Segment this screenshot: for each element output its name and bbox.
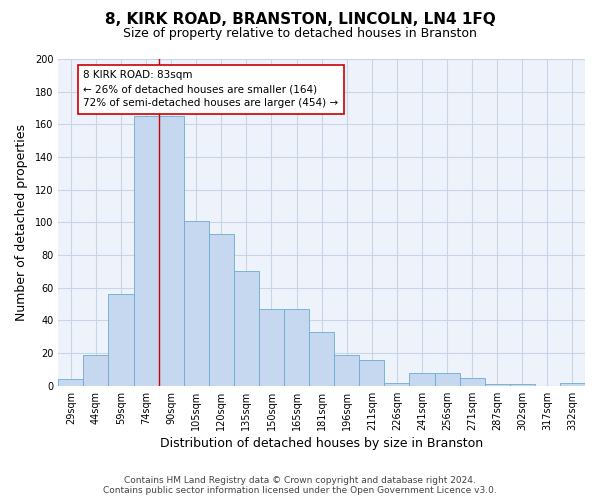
Bar: [309, 332, 334, 386]
Bar: [134, 116, 158, 386]
Text: Contains HM Land Registry data © Crown copyright and database right 2024.
Contai: Contains HM Land Registry data © Crown c…: [103, 476, 497, 495]
Bar: [510, 384, 535, 386]
Bar: [485, 384, 510, 386]
Bar: [284, 309, 309, 386]
Bar: [385, 382, 409, 386]
Bar: [359, 360, 385, 386]
Bar: [460, 378, 485, 386]
Bar: [109, 294, 134, 386]
Bar: [83, 355, 109, 386]
Bar: [409, 372, 434, 386]
Bar: [158, 116, 184, 386]
Bar: [334, 355, 359, 386]
Bar: [209, 234, 234, 386]
Bar: [58, 380, 83, 386]
Bar: [560, 382, 585, 386]
X-axis label: Distribution of detached houses by size in Branston: Distribution of detached houses by size …: [160, 437, 483, 450]
Text: 8 KIRK ROAD: 83sqm
← 26% of detached houses are smaller (164)
72% of semi-detach: 8 KIRK ROAD: 83sqm ← 26% of detached hou…: [83, 70, 338, 108]
Text: Size of property relative to detached houses in Branston: Size of property relative to detached ho…: [123, 28, 477, 40]
Bar: [184, 221, 209, 386]
Y-axis label: Number of detached properties: Number of detached properties: [15, 124, 28, 321]
Text: 8, KIRK ROAD, BRANSTON, LINCOLN, LN4 1FQ: 8, KIRK ROAD, BRANSTON, LINCOLN, LN4 1FQ: [104, 12, 496, 28]
Bar: [259, 309, 284, 386]
Bar: [234, 272, 259, 386]
Bar: [434, 372, 460, 386]
